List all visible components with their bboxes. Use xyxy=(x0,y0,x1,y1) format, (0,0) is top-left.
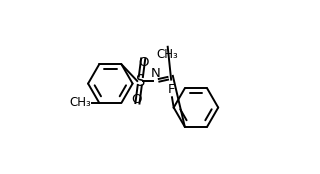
Text: S: S xyxy=(136,73,145,89)
Text: N: N xyxy=(151,67,161,80)
Text: CH₃: CH₃ xyxy=(157,49,179,61)
Text: O: O xyxy=(132,93,142,106)
Text: F: F xyxy=(168,83,176,96)
Text: O: O xyxy=(139,56,149,69)
Text: CH₃: CH₃ xyxy=(70,96,92,109)
